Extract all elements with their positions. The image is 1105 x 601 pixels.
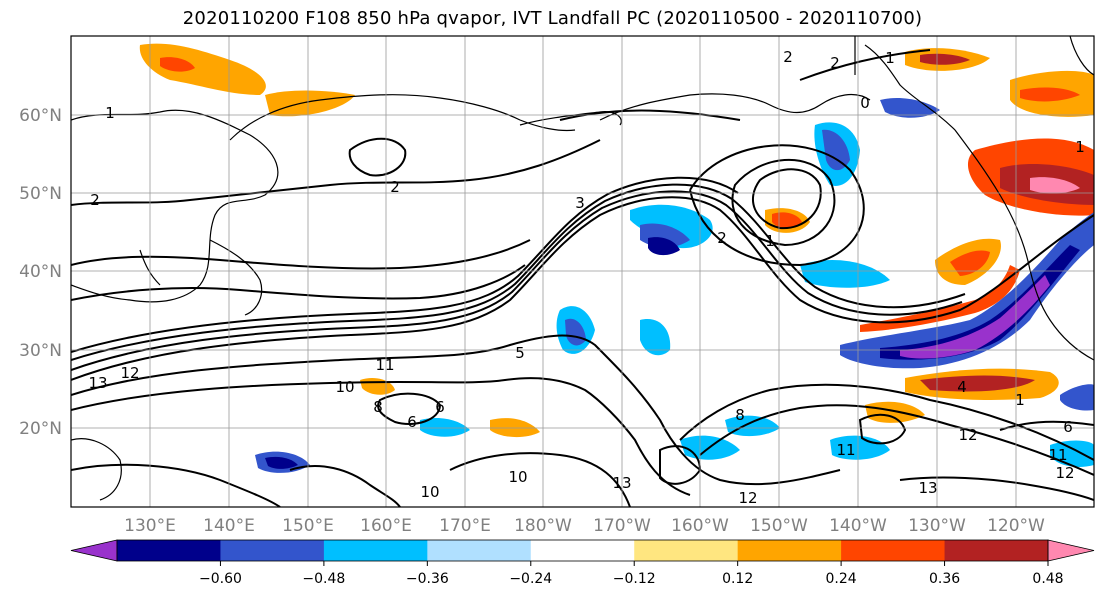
colorbar-extend-low	[70, 539, 118, 562]
lon-label-170e: 170°E	[439, 516, 491, 536]
map-title: 2020110200 F108 850 hPa qvapor, IVT Land…	[182, 8, 923, 29]
lon-label-130e: 130°E	[124, 516, 176, 536]
contour-label: 12	[1055, 464, 1074, 482]
contour-label: 6	[435, 398, 445, 416]
colorbar-tick-label: −0.60	[199, 571, 242, 587]
contour-label: 2	[90, 191, 100, 209]
colorbar-segment	[737, 540, 842, 561]
colorbar-segment	[634, 540, 739, 561]
lon-label-170w: 170°W	[593, 516, 651, 536]
contour-label: 2	[390, 178, 400, 196]
contour-label: 1	[105, 104, 115, 122]
lat-label-50n: 50°N	[19, 184, 62, 204]
map-frame	[70, 35, 1095, 508]
contour-label: 6	[1063, 418, 1073, 436]
contour-label: 13	[88, 374, 107, 392]
contour-label: 2	[783, 48, 793, 66]
contour-label: 10	[508, 468, 527, 486]
contour-label: 11	[375, 356, 394, 374]
lon-label-160e: 160°E	[360, 516, 412, 536]
coastlines	[71, 36, 1094, 501]
lon-label-140e: 140°E	[203, 516, 255, 536]
contour-label: 10	[420, 483, 439, 501]
colorbar-segment	[944, 540, 1049, 561]
contour-label: 11	[836, 441, 855, 459]
lon-label-150e: 150°E	[282, 516, 334, 536]
colorbar-tick-label: −0.24	[509, 571, 552, 587]
lon-label-180w: 180°W	[514, 516, 572, 536]
colorbar-segment	[220, 540, 325, 561]
lat-label-40n: 40°N	[19, 262, 62, 282]
contour-label: 12	[738, 489, 757, 507]
contour-label: 1	[1015, 391, 1025, 409]
colorbar-outline	[116, 539, 1049, 562]
colorbar-extend-high	[1047, 539, 1095, 562]
latitude-labels: 60°N 50°N 40°N 30°N 20°N	[19, 106, 62, 439]
colorbar-tick-label: 0.24	[826, 571, 857, 587]
colorbar-tick-label: 0.12	[722, 571, 753, 587]
lat-label-20n: 20°N	[19, 419, 62, 439]
colorbar-tick-label: 0.36	[929, 571, 960, 587]
colorbar-segment	[117, 540, 221, 561]
colorbar-segment	[427, 540, 532, 561]
lon-label-150w: 150°W	[750, 516, 808, 536]
contour-label: 5	[515, 344, 525, 362]
lat-label-30n: 30°N	[19, 341, 62, 361]
contour-label: 4	[957, 378, 967, 396]
contour-label: 8	[373, 398, 383, 416]
contour-label: 1	[885, 49, 895, 67]
colorbar: −0.60 −0.48 −0.36 −0.24 −0.12 0.12 0.24 0.36 0.4…	[70, 539, 1095, 587]
contour-label: 2	[830, 54, 840, 72]
graticule	[71, 36, 1094, 507]
contour-label: 13	[918, 479, 937, 497]
lat-label-60n: 60°N	[19, 106, 62, 126]
colorbar-segment	[530, 540, 635, 561]
contour-label: 3	[575, 194, 585, 212]
qvapor-shading	[139, 43, 1094, 473]
contour-label: 11	[1048, 446, 1067, 464]
colorbar-segment	[323, 540, 428, 561]
lon-label-120w: 120°W	[987, 516, 1045, 536]
colorbar-tick-label: −0.12	[613, 571, 656, 587]
contour-label: 8	[735, 406, 745, 424]
contour-label: 6	[407, 413, 417, 431]
lon-label-130w: 130°W	[908, 516, 966, 536]
colorbar-tick-label: 0.48	[1032, 571, 1063, 587]
colorbar-segment	[841, 540, 946, 561]
colorbar-tick-label: −0.48	[302, 571, 345, 587]
colorbar-tick-label: −0.36	[406, 571, 449, 587]
contour-label: 12	[120, 364, 139, 382]
contour-label: 12	[958, 426, 977, 444]
contour-label: 10	[335, 378, 354, 396]
lon-label-140w: 140°W	[829, 516, 887, 536]
contour-label: 1	[765, 232, 775, 250]
ivt-contours	[71, 49, 1094, 507]
contour-label: 1	[1075, 138, 1085, 156]
lon-label-160w: 160°W	[671, 516, 729, 536]
contour-label: 0	[860, 94, 870, 112]
contour-label: 13	[612, 474, 631, 492]
longitude-labels: 130°E 140°E 150°E 160°E 170°E 180°W 170°…	[124, 516, 1045, 536]
contour-label: 2	[717, 229, 727, 247]
